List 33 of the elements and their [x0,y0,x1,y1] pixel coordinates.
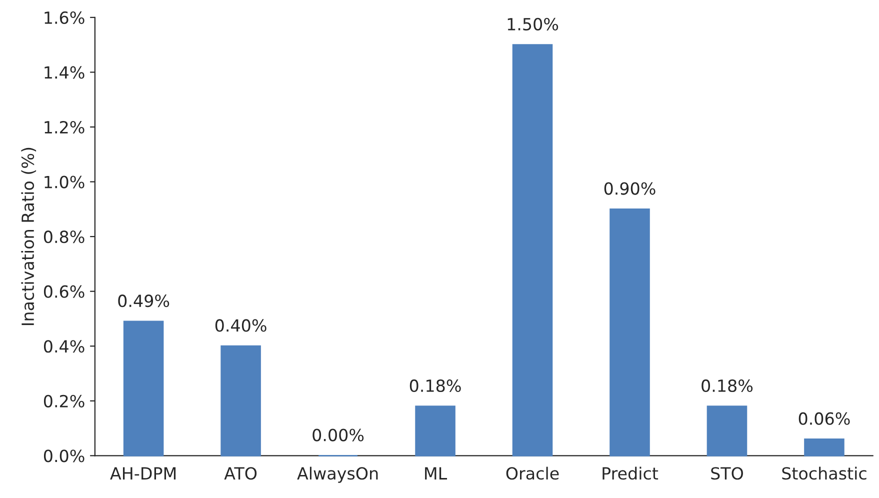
data-label: 0.40% [215,319,266,332]
x-tick-label: AlwaysOn [297,466,378,483]
y-tick-label: 0.4% [44,340,84,353]
x-tick-label: ATO [224,467,257,480]
data-label: 0.00% [312,428,364,442]
y-tick-label: 1.4% [44,66,84,79]
bar [706,406,748,456]
bar [220,345,261,456]
x-tick-label: Oracle [506,466,559,480]
y-tick-label: 0.8% [44,230,84,244]
x-tick-label: ML [425,467,448,480]
x-tick-label: AH-DPM [110,467,176,480]
data-label: 1.50% [508,18,558,30]
data-label: 0.06% [798,412,850,425]
bar [415,406,456,456]
x-tick-label: Stochastic [782,466,866,480]
data-label: 0.18% [702,379,753,392]
y-tick-label: 1.6% [44,11,84,24]
y-axis-title: Inactivation Ratio (%) [21,148,36,326]
bar [610,208,650,456]
x-tick-label: STO [711,467,743,480]
y-tick-label: 1.0% [44,176,84,188]
y-tick-label: 0.6% [44,285,84,298]
bar [804,438,844,456]
data-label: 0.49% [118,294,170,308]
y-tick-label: 0.2% [44,394,84,408]
y-tick-label: 0.0% [44,450,84,462]
data-label: 0.90% [604,182,656,195]
bar [512,44,553,456]
x-tick-label: Predict [602,466,658,480]
bar [123,320,164,456]
y-tick-label: 1.2% [44,120,84,134]
data-label: 0.18% [410,379,461,392]
